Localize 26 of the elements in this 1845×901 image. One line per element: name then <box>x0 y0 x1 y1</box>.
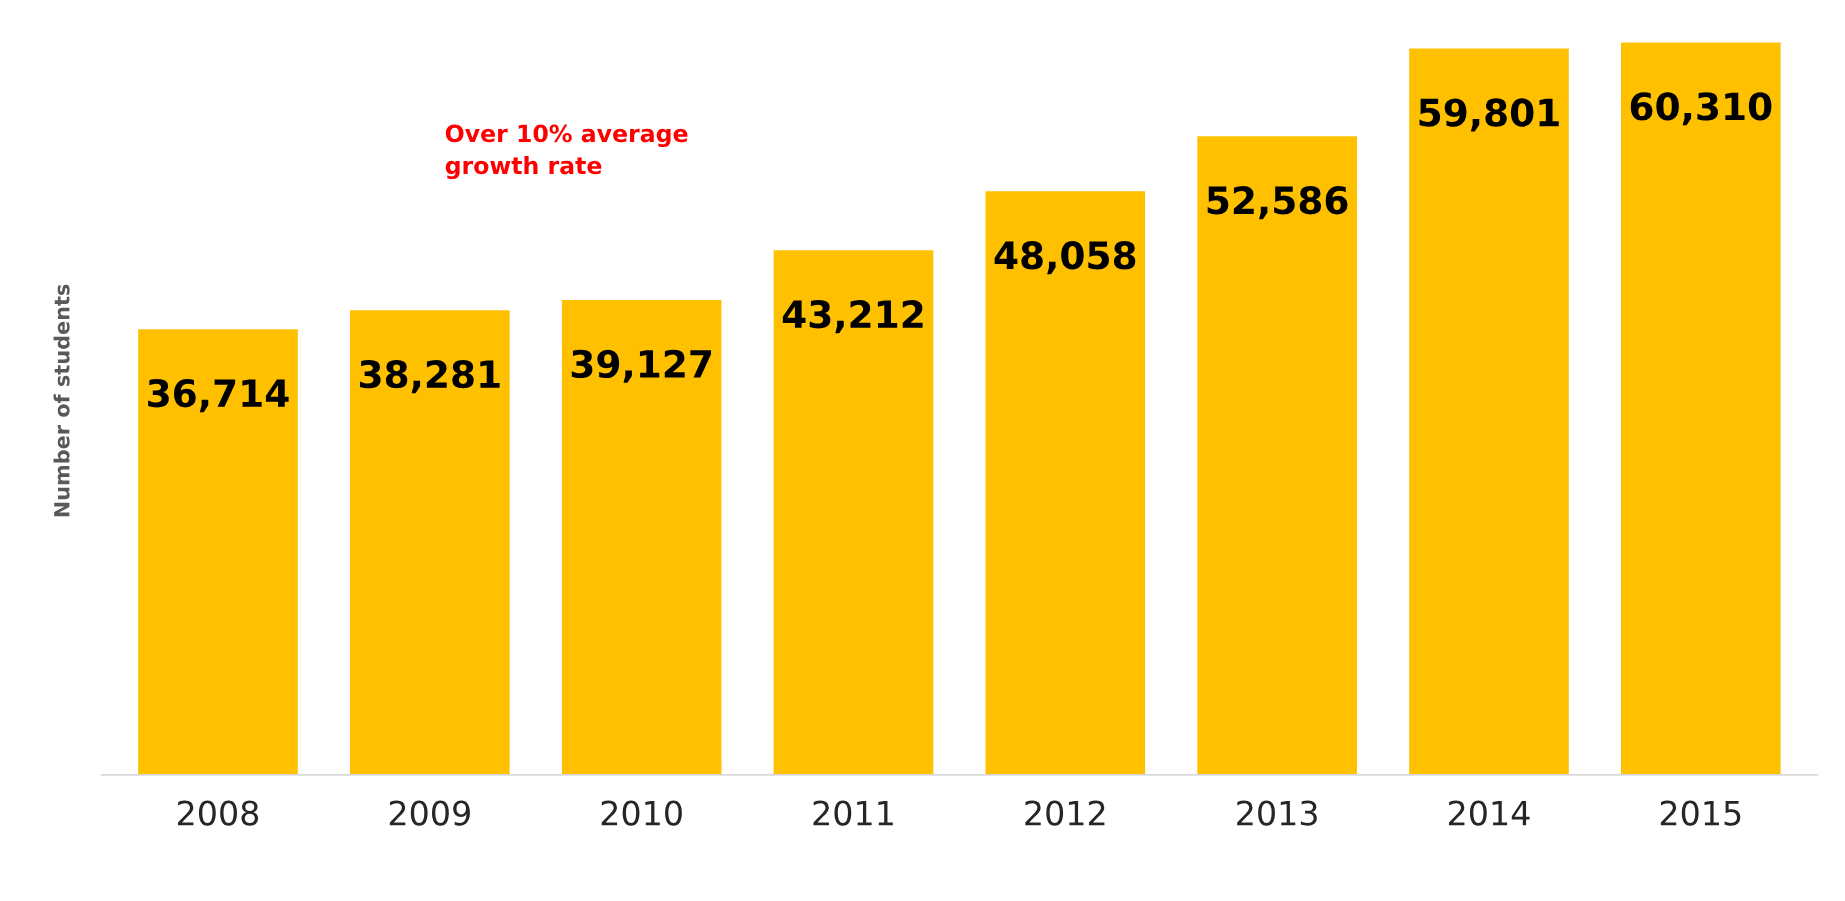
bar <box>348 308 512 775</box>
x-tick-label: 2014 <box>1449 800 1530 826</box>
x-tick-label: 2010 <box>601 800 682 826</box>
data-label: 60,310 <box>1630 92 1772 126</box>
data-label: 39,127 <box>571 349 712 383</box>
bar <box>1407 47 1571 775</box>
data-label: 43,212 <box>782 300 923 334</box>
data-label: 48,058 <box>994 241 1136 275</box>
bar <box>560 298 723 775</box>
x-tick-label: 2009 <box>389 800 470 826</box>
data-label: 52,586 <box>1207 186 1348 220</box>
data-label: 59,801 <box>1419 98 1559 132</box>
x-tick-label: 2011 <box>813 800 893 826</box>
x-tick-label: 2008 <box>178 800 259 826</box>
bar <box>1619 40 1783 775</box>
bar <box>1195 134 1359 775</box>
y-axis-title: Number of students <box>53 284 70 517</box>
annotation: Over 10% average growth rate <box>445 124 688 180</box>
x-tick-label: 2015 <box>1660 800 1741 826</box>
bar <box>984 189 1147 775</box>
bar <box>136 327 300 775</box>
bar <box>772 248 935 775</box>
data-label: 38,281 <box>359 359 500 394</box>
x-tick-label: 2013 <box>1237 800 1317 826</box>
x-tick-label: 2012 <box>1025 800 1105 826</box>
data-label: 36,714 <box>148 379 289 413</box>
